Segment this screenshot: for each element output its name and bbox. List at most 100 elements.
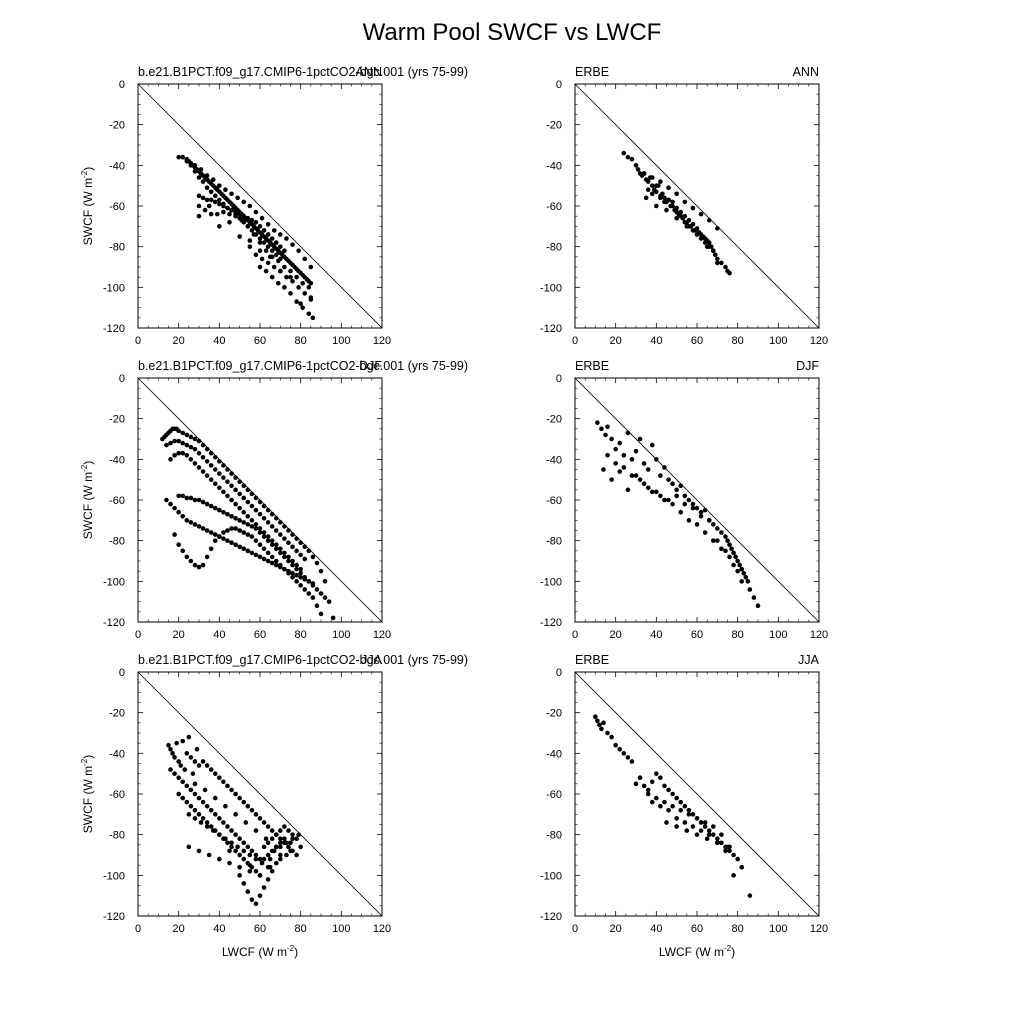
scatter-point — [241, 213, 247, 219]
scatter-point — [294, 536, 299, 541]
scatter-point — [725, 538, 730, 543]
scatter-point — [715, 840, 720, 846]
scatter-point — [221, 209, 226, 215]
scatter-point — [645, 187, 651, 193]
scatter-point — [261, 885, 267, 890]
scatter-point — [593, 714, 598, 720]
scatter-point — [200, 499, 206, 505]
scatter-point — [257, 554, 263, 560]
scatter-point — [674, 795, 679, 801]
scatter-point — [247, 852, 253, 858]
scatter-point — [678, 209, 684, 215]
scatter-point — [206, 852, 212, 858]
scatter-point — [249, 217, 255, 223]
scatter-panel-1: 0 20 40 60 80 100 120 0 -20 -40 -60 -80 -100 -120 b.e2… — [80, 65, 468, 347]
scatter-point — [605, 452, 610, 458]
scatter-point — [666, 497, 671, 503]
scatter-point — [637, 436, 643, 442]
y-tick-label: -60 — [546, 789, 562, 801]
scatter-point — [212, 193, 218, 199]
scatter-point — [739, 566, 745, 572]
scatter-point — [188, 457, 194, 462]
scatter-point — [641, 783, 647, 789]
scatter-point — [621, 465, 627, 470]
y-tick-label: -80 — [546, 242, 562, 254]
scatter-point — [237, 479, 242, 485]
scatter-point — [662, 783, 667, 789]
scatter-point — [698, 820, 704, 825]
scatter-point — [282, 824, 287, 829]
scatter-point — [192, 522, 198, 527]
scatter-point — [259, 256, 265, 262]
scatter-point — [294, 572, 299, 578]
scatter-point — [184, 518, 190, 523]
scatter-point — [237, 852, 242, 858]
scatter-point — [273, 562, 279, 568]
scatter-point — [715, 538, 720, 543]
scatter-point — [208, 450, 214, 456]
scatter-point — [196, 795, 202, 801]
scatter-point — [617, 440, 623, 446]
scatter-point — [662, 199, 667, 205]
scatter-point — [245, 513, 251, 519]
scatter-point — [249, 491, 255, 497]
scatter-point — [654, 771, 659, 776]
scatter-point — [698, 211, 704, 217]
scatter-point — [188, 434, 194, 440]
scatter-point — [690, 205, 696, 211]
scatter-point — [176, 775, 181, 781]
scatter-point — [247, 244, 253, 249]
scatter-point — [645, 787, 651, 793]
scatter-point — [261, 856, 267, 862]
scatter-point — [666, 185, 671, 190]
scatter-point — [745, 579, 751, 584]
scatter-point — [678, 213, 684, 219]
x-tick-label: 40 — [213, 335, 225, 347]
y-tick-label: 0 — [556, 79, 562, 91]
scatter-point — [237, 211, 242, 217]
scatter-point — [249, 848, 255, 854]
scatter-point — [637, 477, 643, 482]
scatter-point — [237, 836, 242, 842]
scatter-point — [690, 812, 696, 817]
scatter-point — [257, 542, 263, 548]
scatter-point — [259, 860, 265, 866]
scatter-point — [217, 471, 222, 476]
scatter-point — [690, 222, 696, 227]
scatter-point — [217, 224, 222, 229]
scatter-point — [241, 483, 247, 489]
scatter-point — [658, 775, 663, 781]
scatter-point — [229, 191, 234, 197]
scatter-point — [269, 542, 275, 548]
scatter-point — [273, 832, 279, 837]
scatter-point — [241, 546, 247, 552]
scatter-point — [747, 587, 753, 592]
scatter-point — [617, 746, 623, 752]
scatter-point — [223, 803, 228, 809]
scatter-point — [706, 518, 712, 523]
scatter-point — [273, 546, 279, 552]
scatter-point — [637, 775, 643, 781]
scatter-point — [284, 840, 289, 846]
scatter-point — [284, 274, 289, 280]
y-tick-label: -20 — [546, 120, 562, 132]
scatter-point — [735, 856, 740, 862]
scatter-point — [225, 840, 230, 846]
scatter-point — [290, 278, 295, 284]
scatter-point — [706, 240, 712, 245]
scatter-point — [233, 209, 238, 215]
scatter-point — [237, 795, 242, 801]
y-tick-label: -100 — [103, 870, 125, 882]
scatter-point — [192, 163, 198, 168]
scatter-point — [202, 787, 208, 793]
scatter-point — [609, 436, 614, 442]
y-tick-label: -20 — [109, 708, 125, 720]
scatter-point — [278, 844, 283, 850]
scatter-point — [645, 485, 651, 491]
scatter-point — [706, 217, 712, 223]
scatter-point — [269, 236, 275, 241]
y-tick-label: -60 — [109, 789, 125, 801]
scatter-point — [330, 615, 336, 621]
scatter-point — [662, 799, 667, 805]
